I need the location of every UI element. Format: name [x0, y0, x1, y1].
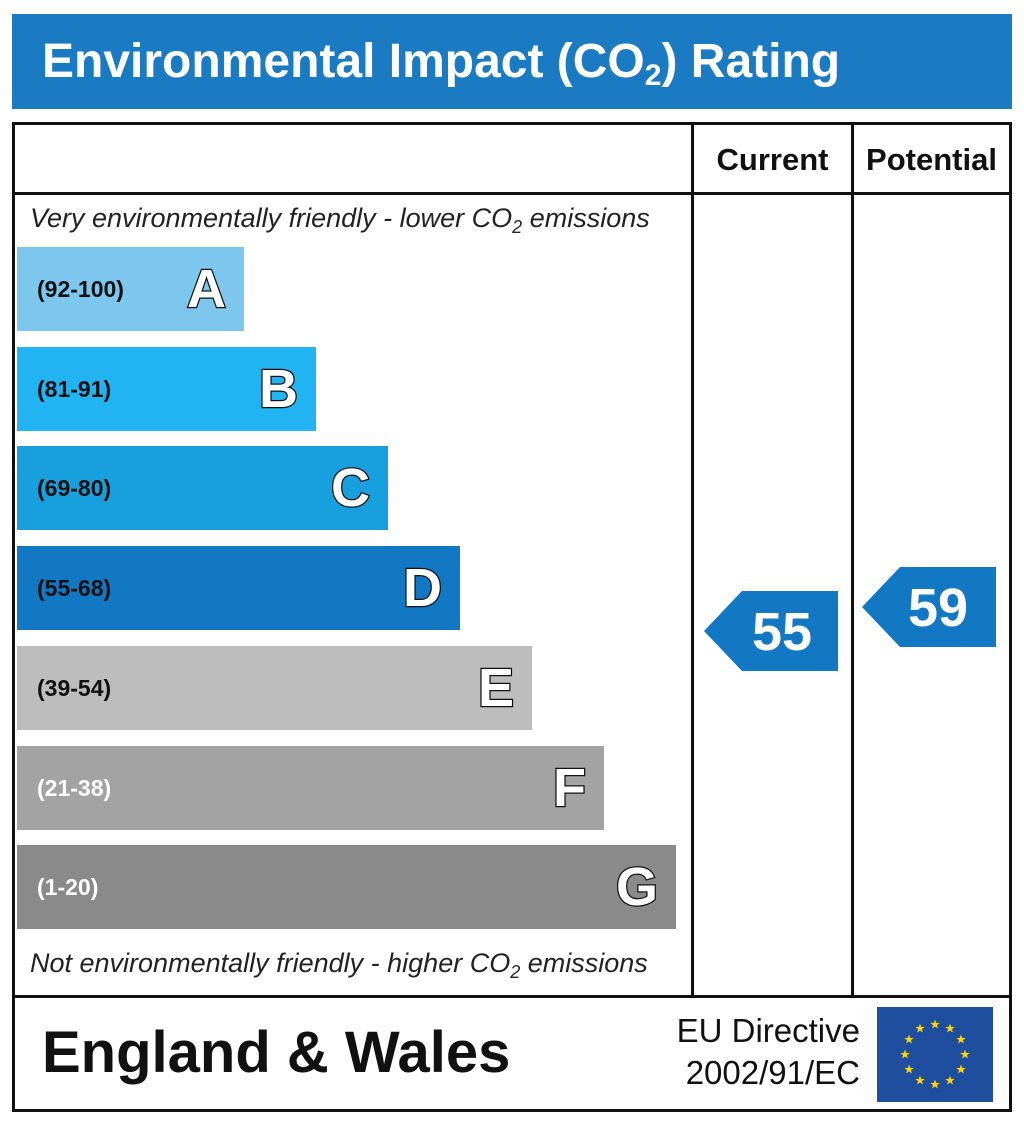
region-label: England & Wales	[42, 1020, 511, 1085]
band-letter: A	[186, 258, 228, 321]
potential-column-header: Potential	[866, 142, 997, 177]
rating-band-a: (92-100) A	[17, 247, 244, 331]
eu-star-icon	[945, 1023, 955, 1033]
current-rating-arrow: 55	[704, 591, 838, 671]
band-range-label: (39-54)	[37, 674, 112, 701]
band-range-label: (92-100)	[37, 276, 124, 302]
eu-directive-text: EU Directive 2002/91/EC	[640, 1010, 860, 1094]
eu-flag-icon	[877, 1007, 993, 1102]
potential-arrow-shape	[862, 567, 996, 647]
rating-band-e: (39-54) E	[17, 645, 532, 730]
rating-band-b: (81-91) B	[17, 346, 316, 431]
band-letter: B	[258, 357, 300, 420]
band-range-label: (1-20)	[37, 874, 99, 901]
eu-star-icon	[904, 1064, 914, 1074]
eu-star-icon	[956, 1034, 966, 1044]
band-range-label: (81-91)	[37, 375, 112, 402]
eu-star-icon	[915, 1075, 925, 1085]
potential-rating-value: 59	[908, 578, 968, 638]
band-letter: C	[330, 457, 372, 520]
rating-band-c: (69-80) C	[17, 446, 388, 531]
rating-band-d: (55-68) D	[17, 546, 460, 631]
eu-star-icon	[945, 1075, 955, 1085]
header-divider	[12, 192, 1012, 195]
bottom-note: Not environmentally friendly - higher CO…	[30, 948, 648, 982]
band-range-label: (69-80)	[37, 475, 112, 502]
divider-current	[691, 122, 694, 998]
band-range-label: (55-68)	[37, 575, 112, 602]
band-range-label: (21-38)	[37, 774, 112, 801]
band-letter: F	[552, 756, 588, 819]
band-letter: D	[402, 557, 444, 620]
rating-band-g: (1-20) G	[17, 845, 676, 930]
top-note: Very environmentally friendly - lower CO…	[30, 203, 650, 237]
eu-star-icon	[915, 1023, 925, 1033]
title-bar: Environmental Impact (CO2) Rating	[12, 14, 1012, 109]
footer-divider	[12, 995, 1012, 998]
eu-star-icon	[930, 1019, 940, 1029]
chart-title: Environmental Impact (CO2) Rating	[42, 35, 841, 92]
band-letter: G	[615, 856, 660, 919]
current-column-header: Current	[716, 142, 829, 177]
eu-star-icon	[900, 1049, 910, 1059]
divider-potential	[851, 122, 854, 998]
eu-star-icon	[960, 1049, 970, 1059]
directive-line-2: 2002/91/EC	[685, 1054, 860, 1091]
eu-star-icon	[930, 1079, 940, 1089]
band-letter: E	[477, 657, 516, 720]
eu-star-icon	[904, 1034, 914, 1044]
potential-rating-arrow: 59	[862, 567, 996, 647]
current-arrow-shape	[704, 591, 838, 671]
directive-line-1: EU Directive	[676, 1012, 860, 1049]
rating-table-frame	[12, 122, 1012, 1112]
eu-star-icon	[956, 1064, 966, 1074]
rating-band-f: (21-38) F	[17, 745, 604, 830]
current-rating-value: 55	[752, 602, 812, 662]
